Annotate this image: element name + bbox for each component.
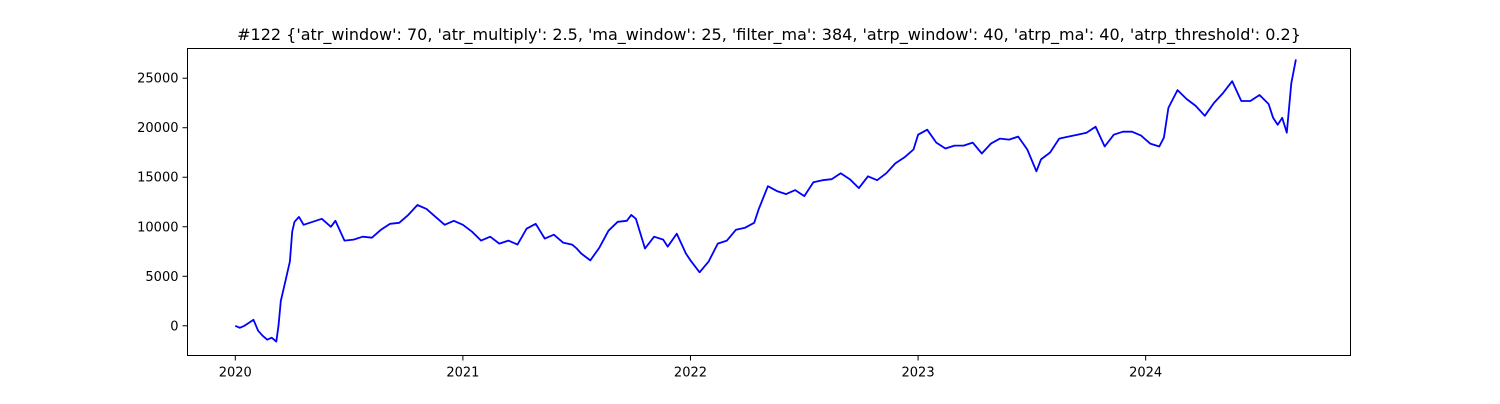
x-tick-label: 2023 — [902, 366, 935, 381]
y-axis: 0 5000 10000 15000 20000 25000 — [137, 72, 188, 334]
y-tick-label: 10000 — [137, 220, 178, 235]
x-tick-label: 2021 — [446, 366, 479, 381]
x-tick-label: 2020 — [219, 366, 252, 381]
series-line-0 — [234, 59, 1297, 343]
y-tick-label: 15000 — [137, 171, 178, 186]
y-tick-label: 0 — [170, 319, 178, 334]
chart-title: #122 {'atr_window': 70, 'atr_multiply': … — [237, 25, 1301, 45]
y-tick-label: 25000 — [137, 72, 178, 87]
x-axis: 2020 2021 2022 2023 2024 — [219, 355, 1162, 381]
y-tick-label: 20000 — [137, 121, 178, 136]
plot-frame — [187, 48, 1351, 356]
x-tick-label: 2024 — [1129, 366, 1162, 381]
y-tick-label: 5000 — [145, 270, 178, 285]
x-tick-label: 2022 — [674, 366, 707, 381]
plot-area — [234, 59, 1297, 343]
